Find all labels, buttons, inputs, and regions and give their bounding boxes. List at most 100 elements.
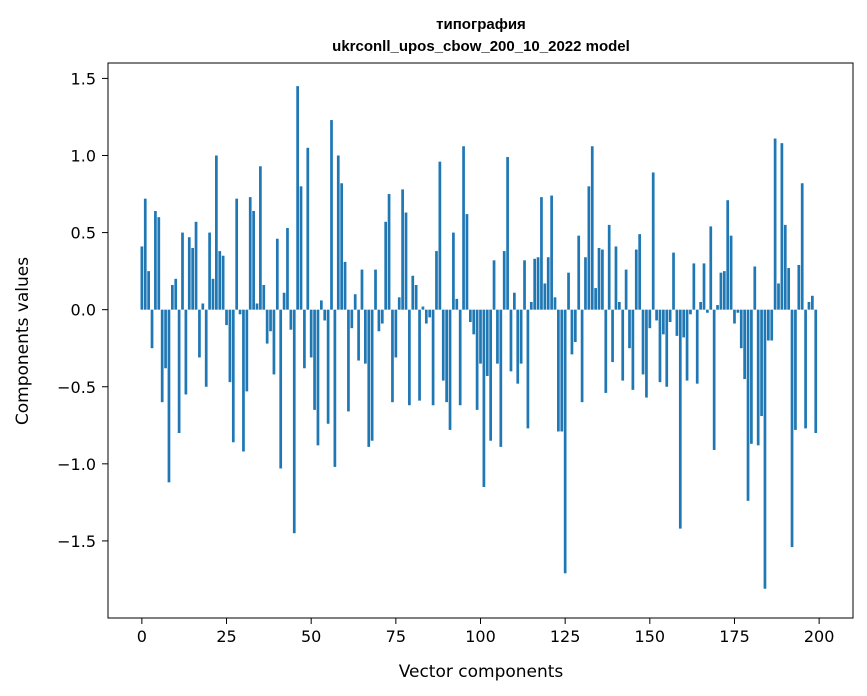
- bar-179: [746, 309, 750, 501]
- bar-87: [435, 251, 438, 310]
- bar-132: [587, 186, 591, 310]
- bar-79: [408, 309, 411, 406]
- y-tick-label: −1.5: [57, 532, 96, 551]
- bar-91: [448, 309, 452, 430]
- bar-88: [438, 161, 442, 310]
- x-tick-label: 100: [465, 627, 496, 646]
- bar-110: [513, 292, 516, 310]
- bar-15: [191, 248, 195, 310]
- bar-11: [177, 309, 181, 433]
- bar-143: [624, 269, 628, 310]
- bar-45: [292, 309, 296, 534]
- bar-122: [553, 297, 557, 310]
- bar-137: [604, 309, 608, 393]
- bar-174: [729, 235, 733, 310]
- bar-63: [353, 294, 357, 310]
- bar-171: [719, 272, 723, 310]
- bar-98: [472, 309, 476, 335]
- bar-167: [706, 309, 709, 313]
- y-tick-label: 0.0: [71, 301, 96, 320]
- bar-176: [736, 309, 740, 313]
- bar-187: [773, 138, 777, 310]
- bar-60: [343, 261, 347, 310]
- bar-93: [455, 298, 459, 310]
- bar-95: [462, 146, 465, 310]
- bar-182: [756, 309, 760, 446]
- bar-112: [519, 309, 523, 364]
- bar-162: [689, 309, 692, 315]
- bar-198: [811, 295, 814, 310]
- bar-29: [238, 309, 242, 315]
- bar-149: [645, 309, 648, 398]
- bar-190: [783, 224, 787, 310]
- bar-141: [617, 301, 621, 310]
- y-tick-label: 1.0: [71, 147, 96, 166]
- x-tick-label: 25: [216, 627, 236, 646]
- bar-84: [424, 309, 428, 324]
- bar-195: [800, 183, 804, 310]
- bar-50: [309, 309, 313, 358]
- bar-2: [147, 271, 150, 310]
- bar-42: [282, 292, 286, 310]
- bar-129: [577, 235, 581, 310]
- y-tick-label: 0.5: [71, 224, 96, 243]
- y-tick-label: −0.5: [57, 378, 96, 397]
- bar-38: [269, 309, 272, 332]
- bar-25: [225, 309, 228, 326]
- x-tick-label: 175: [719, 627, 750, 646]
- bar-117: [536, 257, 540, 310]
- bar-199: [814, 309, 818, 433]
- plot-frame: [107, 62, 854, 619]
- bar-121: [550, 195, 553, 310]
- bar-163: [692, 263, 696, 310]
- bar-99: [475, 309, 479, 410]
- bar-101: [482, 309, 486, 487]
- bar-59: [340, 183, 344, 310]
- bar-180: [750, 309, 753, 444]
- bar-168: [709, 226, 713, 310]
- bar-90: [445, 309, 448, 403]
- bar-70: [377, 309, 381, 332]
- bar-40: [275, 238, 279, 310]
- bar-14: [187, 237, 191, 310]
- bar-56: [330, 120, 333, 310]
- bar-26: [228, 309, 232, 383]
- bar-123: [557, 309, 560, 432]
- bar-82: [418, 309, 421, 401]
- bar-4: [154, 211, 157, 310]
- y-axis-ticks: −1.5 −1.0 −0.5 0.0 0.5 1.0 1.5: [57, 69, 108, 551]
- bar-194: [797, 264, 801, 310]
- bar-196: [804, 309, 807, 429]
- bar-114: [526, 309, 530, 429]
- bar-92: [452, 232, 455, 310]
- bar-133: [590, 146, 594, 310]
- bar-27: [231, 309, 235, 443]
- bar-94: [458, 309, 462, 406]
- bar-46: [296, 86, 299, 310]
- bar-197: [807, 301, 811, 310]
- bar-23: [218, 251, 222, 310]
- bar-75: [394, 309, 398, 358]
- bar-83: [421, 306, 425, 310]
- bar-148: [641, 309, 645, 375]
- bar-146: [634, 249, 638, 310]
- bar-127: [570, 309, 574, 355]
- bar-155: [665, 309, 669, 387]
- bar-126: [567, 272, 570, 310]
- bar-17: [198, 309, 201, 358]
- bar-178: [743, 309, 746, 380]
- bar-100: [479, 309, 482, 364]
- bar-55: [326, 309, 330, 424]
- bar-51: [313, 309, 316, 410]
- bar-68: [370, 309, 374, 441]
- bar-5: [157, 217, 161, 310]
- bar-10: [174, 278, 178, 310]
- bar-125: [563, 309, 567, 574]
- bar-97: [468, 309, 472, 322]
- x-tick-label: 0: [137, 627, 147, 646]
- bar-21: [211, 278, 215, 310]
- bar-134: [594, 288, 597, 310]
- chart-subtitle: ukrconll_upos_cbow_200_10_2022 model: [332, 38, 630, 55]
- bar-35: [259, 166, 262, 310]
